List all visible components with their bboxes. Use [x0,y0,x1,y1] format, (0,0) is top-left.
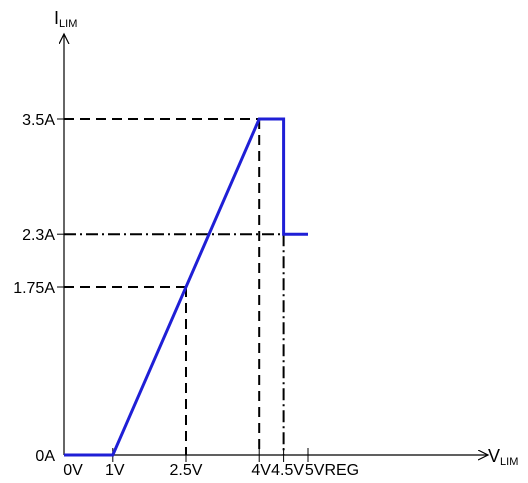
x-axis-title: VLIM [488,446,518,468]
axes [64,34,488,455]
series-line-0 [64,117,308,457]
y-tick-label-2: 2.3A [22,227,55,244]
x-tick-label-1: 1V [105,462,125,479]
x-tick-label-4: 4.5V [271,462,304,479]
x-tick-label-2: 2.5V [170,462,203,479]
series-layer [64,117,308,457]
x-tick-label-0: 0V [63,462,83,479]
guide-lines [64,118,285,455]
x-tick-label-5: 5VREG [305,462,359,479]
tick-marks [57,118,309,462]
y-axis-title-main: I [54,8,59,28]
y-axis-title: ILIM [54,8,77,30]
tick-labels: 0V 1V 2.5V 4V 4.5V 5VREG 0A 1.75A 2.3A 3.5A [13,112,359,479]
y-tick-label-1: 1.75A [13,280,55,297]
x-axis-title-main: V [488,446,500,466]
x-tick-label-3: 4V [251,462,271,479]
y-axis-title-sub: LIM [59,18,77,30]
y-tick-label-3: 3.5A [22,112,55,129]
x-axis-title-sub: LIM [500,456,518,468]
y-tick-label-0: 0A [35,448,55,465]
